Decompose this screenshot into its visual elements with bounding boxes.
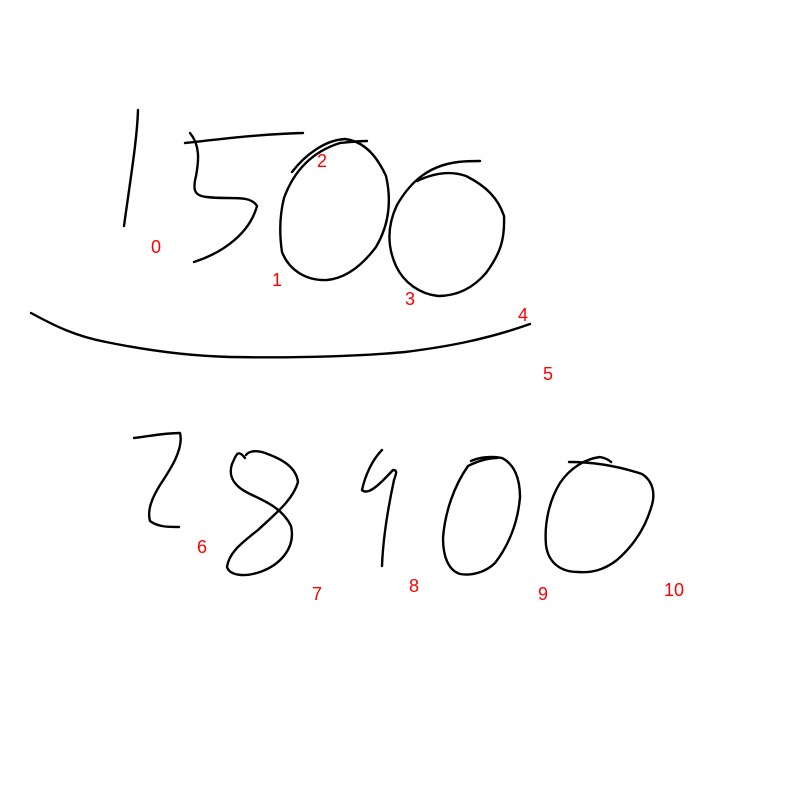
- stroke-digit-zero-second: [388, 159, 506, 298]
- index-label-3: 3: [405, 289, 415, 309]
- stroke-digit-zero-first: [279, 137, 391, 282]
- stroke-digit-five-body: [188, 131, 259, 264]
- index-label-0: 0: [151, 237, 161, 257]
- index-label-5: 5: [543, 364, 553, 384]
- index-label-6: 6: [197, 537, 207, 557]
- index-label-7: 7: [312, 584, 322, 604]
- stroke-digit-two: [132, 431, 182, 529]
- stroke-digit-zero-third: [441, 455, 522, 576]
- index-label-2: 2: [317, 151, 327, 171]
- stroke-separator-line: [29, 311, 532, 359]
- index-label-8: 8: [409, 576, 419, 596]
- index-label-9: 9: [538, 584, 548, 604]
- stroke-digit-five-bar: [183, 131, 305, 145]
- stroke-digit-one: [122, 108, 140, 228]
- stroke-digit-nine: [360, 448, 398, 568]
- index-label-1: 1: [272, 270, 282, 290]
- index-label-4: 4: [518, 305, 528, 325]
- stroke-digit-eight: [225, 450, 300, 577]
- stroke-digit-zero-fourth: [544, 455, 655, 574]
- index-labels: 0 1 2 3 4 5 6 7 8 9 10: [151, 151, 684, 604]
- index-label-10: 10: [664, 580, 684, 600]
